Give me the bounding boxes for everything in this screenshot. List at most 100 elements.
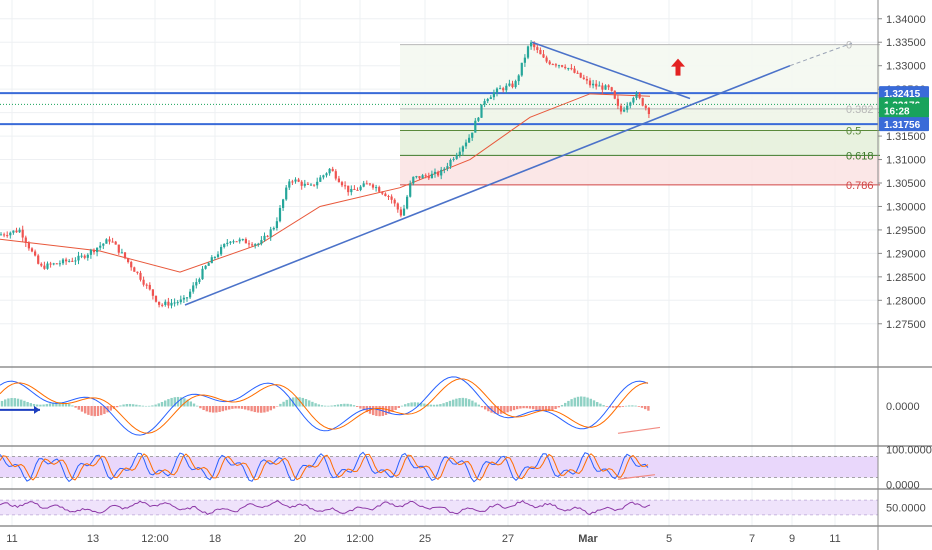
macd-histogram-bar xyxy=(234,406,237,409)
candle-body xyxy=(604,85,607,90)
macd-arrow-head-icon xyxy=(34,405,40,414)
candle-body xyxy=(37,255,40,264)
macd-histogram-bar xyxy=(16,398,20,407)
candle-body xyxy=(399,209,402,216)
macd-histogram-bar xyxy=(90,406,93,416)
fib-level-label: 0.618 xyxy=(846,150,874,162)
horizontal-levels[interactable] xyxy=(0,92,878,126)
macd-histogram-bar xyxy=(157,403,160,407)
price-tick-label: 1.28500 xyxy=(886,272,926,284)
candle-body xyxy=(164,301,167,305)
macd-histogram-bar xyxy=(52,402,55,407)
macd-histogram-bar xyxy=(308,400,311,407)
fibonacci-retracement[interactable]: 0 0.382 0.5 0.618 0.786 xyxy=(400,40,880,192)
macd-histogram-bar xyxy=(416,402,420,407)
candle-body xyxy=(381,191,384,194)
candle-body xyxy=(455,155,458,159)
candle-body xyxy=(331,168,334,172)
candle-body xyxy=(257,243,260,245)
macd-histogram-bar xyxy=(301,397,304,407)
stochastic-divergence-line xyxy=(617,474,656,480)
candle-body xyxy=(595,83,598,87)
macd-histogram-bar xyxy=(10,397,13,407)
macd-histogram-bar xyxy=(439,404,442,407)
macd-histogram-bar xyxy=(320,405,324,407)
candle-body xyxy=(328,168,331,174)
trendlines[interactable] xyxy=(184,41,853,306)
candle-body xyxy=(58,263,61,265)
macd-pane: 0.0000 xyxy=(0,376,920,436)
candle-body xyxy=(46,263,49,269)
candle-body xyxy=(325,173,328,176)
candle-body xyxy=(378,187,381,192)
candle-body xyxy=(610,87,613,91)
candle-body xyxy=(30,248,34,252)
candle-body xyxy=(598,85,601,87)
candle-body xyxy=(80,255,83,257)
macd-histogram-bar xyxy=(452,399,455,407)
macd-histogram-bar xyxy=(68,403,71,407)
candle-body xyxy=(114,241,117,245)
macd-histogram-bar xyxy=(343,403,346,407)
macd-histogram-bar xyxy=(29,403,32,407)
candle-body xyxy=(247,243,251,245)
macd-histogram-bar xyxy=(314,403,317,407)
macd-histogram-bar xyxy=(596,402,599,407)
macd-histogram-bar xyxy=(631,405,634,407)
candle-body xyxy=(170,302,173,306)
candle-body xyxy=(74,260,77,262)
macd-histogram-bar xyxy=(512,406,516,411)
macd-signal-line xyxy=(0,378,649,434)
price-tag-box xyxy=(879,103,929,118)
macd-histogram-bar xyxy=(372,406,375,416)
candle-body xyxy=(344,185,347,187)
macd-histogram-bar xyxy=(96,406,100,416)
candle-body xyxy=(607,85,610,88)
macd-histogram-bar xyxy=(304,399,308,407)
candle-body xyxy=(632,97,635,103)
macd-histogram-bar xyxy=(426,404,429,407)
macd-histogram-bar xyxy=(586,397,589,407)
candle-body xyxy=(232,241,235,243)
macd-histogram-bar xyxy=(592,400,596,407)
macd-histogram-bar xyxy=(356,406,359,407)
macd-histogram-bar xyxy=(189,401,192,407)
macd-histogram-bar xyxy=(506,406,509,413)
candle-body xyxy=(158,301,161,305)
candle-body xyxy=(294,179,297,182)
macd-histogram-bar xyxy=(576,396,580,407)
macd-histogram-bar xyxy=(186,399,189,407)
candle-body xyxy=(123,252,127,259)
fib-level-label: 0 xyxy=(846,40,852,52)
macd-histogram-bar xyxy=(567,400,570,407)
candle-body xyxy=(424,175,427,177)
candle-body xyxy=(502,88,505,91)
candle-body xyxy=(446,166,449,169)
macd-histogram-bar xyxy=(327,405,330,407)
macd-histogram-bar xyxy=(573,397,576,407)
candle-body xyxy=(40,263,43,266)
candle-body xyxy=(623,109,626,112)
macd-histogram-bar xyxy=(180,397,183,407)
candle-body xyxy=(427,176,430,179)
candle-body xyxy=(309,184,313,186)
candle-body xyxy=(167,301,170,306)
fib-level-label: 0.382 xyxy=(846,104,874,116)
macd-histogram-bar xyxy=(362,406,365,411)
candle-body xyxy=(43,265,46,269)
macd-histogram-bar xyxy=(288,398,292,407)
macd-histogram-bar xyxy=(256,406,260,413)
macd-histogram-bar xyxy=(74,406,77,408)
candle-body xyxy=(282,199,285,208)
macd-histogram-bar xyxy=(205,406,208,412)
macd-histogram-bar xyxy=(228,406,231,410)
candle-body xyxy=(440,169,443,176)
macd-histogram-bar xyxy=(471,400,474,407)
time-tick-label: 7 xyxy=(749,533,755,545)
candle-body xyxy=(430,173,433,179)
candle-body xyxy=(316,181,319,186)
candle-body xyxy=(567,68,570,70)
stochastic-band xyxy=(0,456,878,478)
macd-histogram-bar xyxy=(109,406,112,411)
